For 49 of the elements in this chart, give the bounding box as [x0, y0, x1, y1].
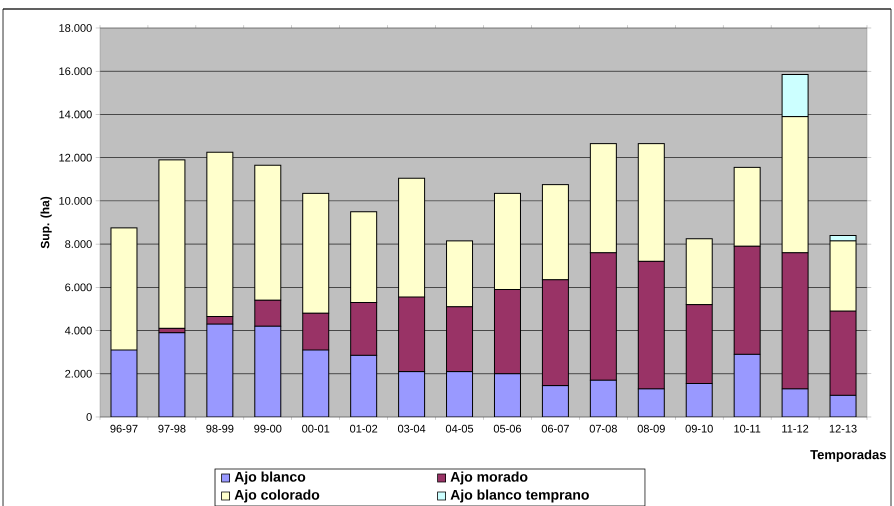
legend-label: Ajo morado	[450, 471, 528, 484]
x-tick-label: 96-97	[110, 424, 138, 432]
bar	[638, 388, 664, 417]
y-tick-label: 18.000	[59, 24, 92, 32]
x-tick-label: 11-12	[782, 424, 808, 432]
x-tick-label: 99-00	[254, 424, 282, 432]
bar	[494, 374, 520, 417]
x-tick-label: 01-02	[350, 424, 378, 432]
y-tick-label: 6.000	[65, 283, 92, 292]
legend-label: Ajo colorado	[234, 489, 320, 502]
x-tick-label: 03-04	[398, 424, 426, 432]
x-tick-label: 07-08	[590, 424, 617, 432]
bar	[350, 355, 377, 417]
bar	[590, 380, 616, 417]
bar	[830, 394, 857, 417]
bar	[542, 385, 568, 417]
y-axis-title: Sup. (ha)	[40, 196, 52, 248]
bar	[206, 324, 233, 417]
bar	[110, 350, 137, 417]
x-tick-label: 08-09	[638, 424, 665, 432]
x-tick-label: 97-98	[158, 424, 186, 432]
y-tick-label: 4.000	[64, 326, 92, 334]
bar	[158, 159, 186, 329]
y-tick-label: 8.000	[65, 240, 92, 248]
y-tick-label: 2.000	[65, 370, 92, 378]
x-tick-label: 05-06	[494, 424, 522, 432]
x-tick-label: 98-99	[206, 424, 234, 432]
x-tick-label: 04-05	[446, 424, 474, 432]
y-tick-label: 12.000	[59, 154, 92, 162]
bar	[158, 332, 185, 417]
x-tick-label: 00-01	[302, 424, 330, 432]
bar	[686, 383, 712, 417]
x-tick-label: 10-11	[734, 424, 760, 432]
y-tick-label: 16.000	[59, 67, 92, 75]
x-tick-label: 09-10	[686, 424, 713, 432]
bar	[782, 388, 808, 417]
bar	[734, 354, 760, 417]
legend-label: Ajo blanco temprano	[450, 489, 589, 502]
bar	[302, 350, 329, 417]
bar	[398, 371, 425, 417]
y-tick-label: 0	[86, 412, 92, 421]
y-tick-label: 14.000	[59, 110, 92, 118]
x-axis-title: Temporadas	[810, 450, 886, 462]
bar	[254, 326, 281, 417]
y-tick-label: 10.000	[59, 196, 92, 205]
x-tick-label: 06-07	[542, 424, 569, 432]
bar	[446, 371, 473, 417]
x-tick-label: 12-13	[830, 424, 857, 432]
legend-label: Ajo blanco	[234, 471, 306, 484]
